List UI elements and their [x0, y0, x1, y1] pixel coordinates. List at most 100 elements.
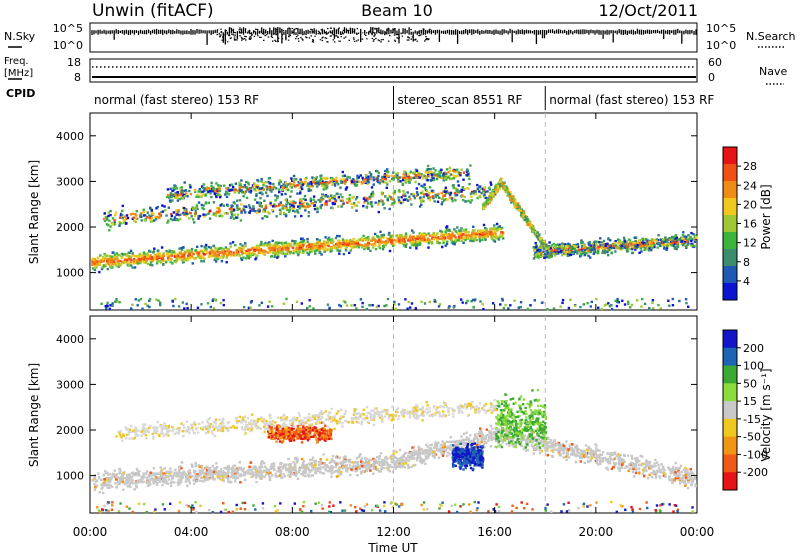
- echo-cell: [125, 253, 129, 256]
- echo-cell: [162, 263, 165, 266]
- echo-cell: [582, 243, 585, 247]
- velocity-cell: [330, 458, 334, 461]
- echo-cell: [565, 247, 568, 251]
- echo-cell: [203, 215, 206, 218]
- echo-cell: [245, 250, 248, 253]
- echo-cell: [175, 194, 179, 197]
- echo-cell: [253, 188, 256, 191]
- echo-cell: [199, 190, 203, 193]
- echo-cell: [383, 175, 386, 179]
- echo-cell: [369, 249, 372, 252]
- echo-cell: [307, 182, 310, 185]
- echo-cell: [287, 250, 290, 253]
- echo-cell: [230, 188, 233, 191]
- echo-cell: [580, 245, 584, 248]
- echo-cell: [329, 180, 332, 183]
- noise-cell: [375, 305, 379, 309]
- echo-cell: [399, 176, 402, 179]
- power-colorbar-label: Power [dB]: [759, 184, 773, 249]
- echo-cell: [148, 216, 151, 220]
- echo-cell: [290, 186, 293, 189]
- echo-cell: [614, 250, 617, 253]
- echo-cell: [470, 199, 473, 202]
- echo-cell: [162, 252, 165, 255]
- echo-cell: [235, 253, 239, 257]
- echo-cell: [357, 243, 360, 246]
- echo-cell: [351, 242, 354, 246]
- echo-cell: [613, 245, 616, 248]
- echo-cell: [218, 214, 221, 218]
- echo-cell: [181, 258, 184, 261]
- echo-cell: [621, 246, 625, 250]
- echo-cell: [629, 243, 632, 246]
- echo-cell: [230, 204, 234, 208]
- echo-cell: [352, 178, 355, 181]
- noise-cell: [453, 304, 456, 308]
- echo-cell: [152, 251, 155, 254]
- echo-cell: [436, 194, 439, 197]
- echo-cell: [106, 257, 109, 261]
- echo-cell: [448, 169, 452, 172]
- echo-cell: [341, 170, 344, 174]
- echo-cell: [357, 201, 360, 204]
- echo-cell: [253, 253, 256, 256]
- echo-cell: [273, 205, 276, 208]
- echo-cell: [203, 189, 206, 193]
- echo-cell: [540, 242, 543, 245]
- echo-cell: [266, 251, 269, 254]
- echo-cell: [240, 209, 243, 213]
- echo-cell: [534, 246, 538, 249]
- echo-cell: [205, 186, 209, 189]
- echo-cell: [108, 255, 111, 258]
- echo-cell: [115, 264, 118, 268]
- noise-trace: [91, 27, 697, 45]
- echo-cell: [451, 232, 454, 235]
- echo-cell: [102, 265, 106, 268]
- echo-cell: [214, 191, 217, 194]
- echo-cell: [243, 205, 246, 208]
- echo-cell: [341, 238, 345, 241]
- echo-cell: [398, 233, 402, 237]
- velocity-cell: [635, 461, 638, 464]
- echo-cell: [387, 238, 390, 241]
- echo-cell: [563, 252, 566, 255]
- echo-cell: [399, 201, 403, 205]
- echo-cell: [312, 244, 315, 247]
- echo-cell: [333, 195, 337, 199]
- echo-cell: [284, 181, 288, 185]
- echo-cell: [323, 250, 326, 253]
- echo-cell: [410, 176, 414, 179]
- echo-cell: [538, 233, 541, 236]
- echo-cell: [160, 211, 163, 214]
- echo-cell: [653, 245, 656, 249]
- echo-cell: [133, 266, 137, 269]
- echo-cell: [432, 233, 435, 237]
- echo-cell: [212, 201, 216, 204]
- echo-cell: [125, 217, 128, 221]
- noise-scatter: [216, 27, 431, 43]
- echo-cell: [304, 181, 308, 184]
- noise-cell: [623, 303, 627, 306]
- echo-cell: [286, 244, 289, 247]
- echo-cell: [404, 171, 408, 174]
- echo-cell: [381, 175, 384, 179]
- echo-cell: [426, 179, 429, 182]
- echo-cell: [173, 253, 176, 256]
- noise-cell: [326, 303, 330, 306]
- echo-cell: [566, 245, 570, 248]
- echo-cell: [190, 215, 193, 218]
- echo-cell: [300, 200, 303, 203]
- echo-cell: [483, 201, 487, 204]
- echo-cell: [303, 201, 306, 205]
- echo-cell: [600, 241, 603, 244]
- echo-cell: [589, 250, 593, 253]
- echo-cell: [228, 189, 231, 192]
- echo-cell: [399, 239, 403, 243]
- echo-cell: [489, 230, 492, 233]
- echo-cell: [409, 246, 412, 249]
- echo-cell: [346, 241, 349, 244]
- noise-cell: [590, 300, 593, 304]
- echo-cell: [153, 255, 156, 258]
- echo-cell: [319, 205, 322, 208]
- echo-cell: [642, 239, 645, 242]
